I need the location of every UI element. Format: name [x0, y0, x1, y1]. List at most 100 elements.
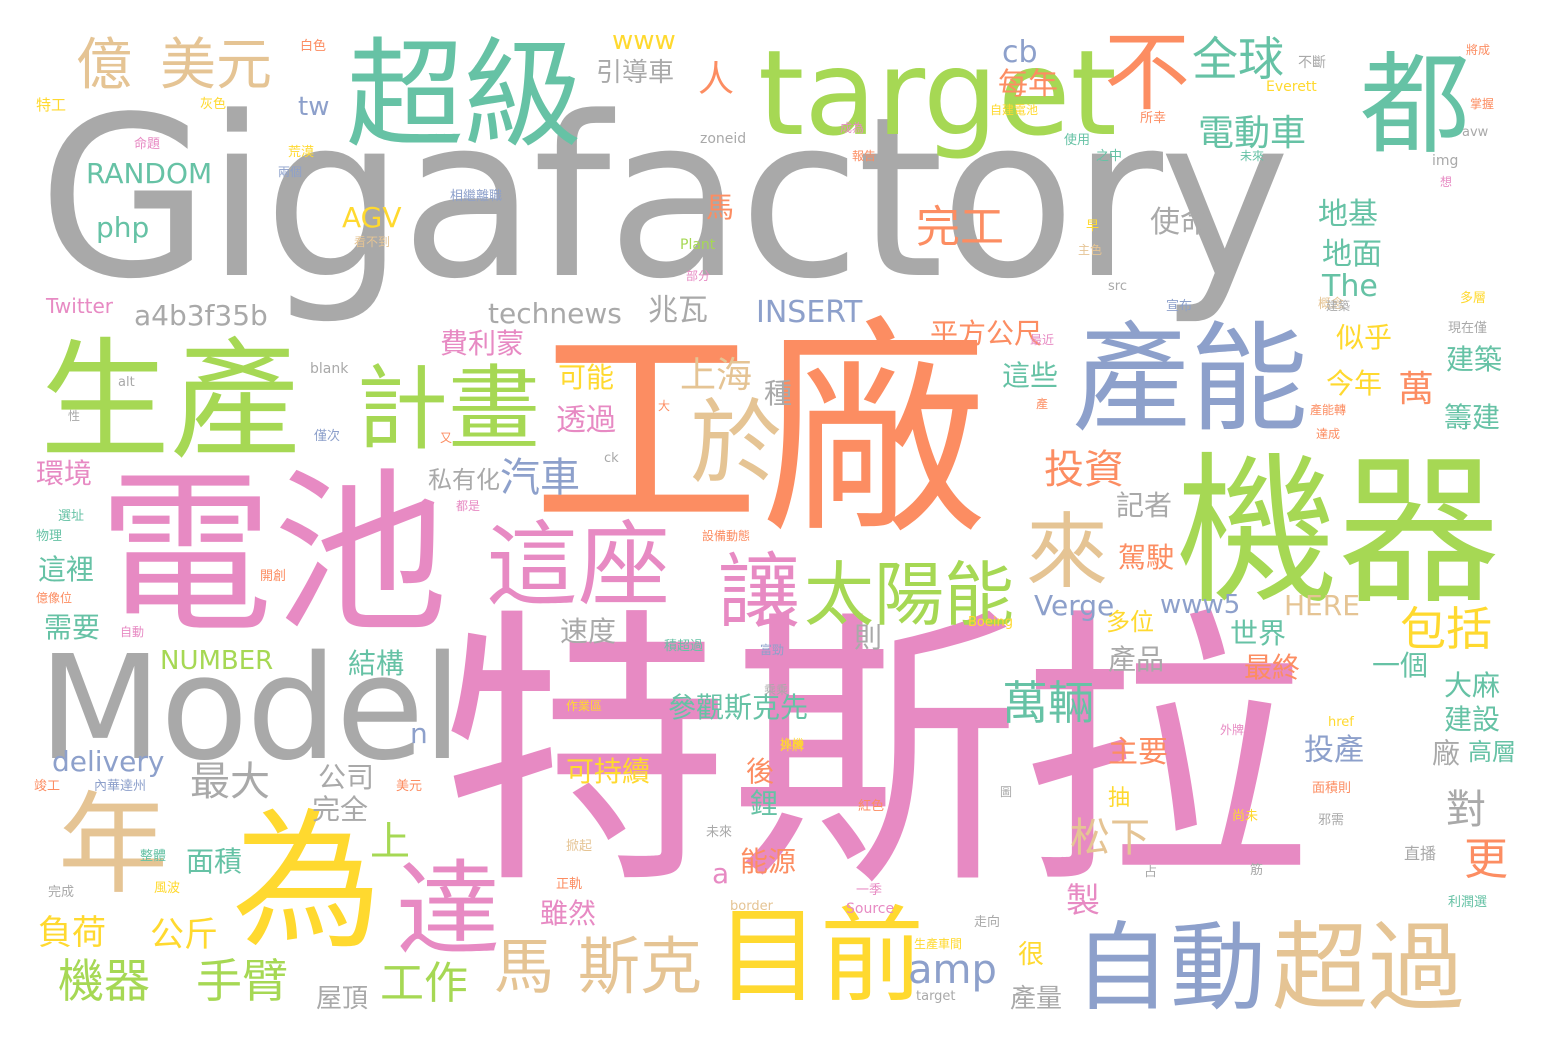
- word-meinian: 每年: [998, 67, 1058, 102]
- word-small-23: 現在僅: [1448, 321, 1488, 336]
- word-super: 超級: [346, 26, 583, 164]
- word-alt: alt: [118, 375, 135, 390]
- word-php: php: [96, 211, 150, 244]
- word-small-49: 面積則: [1312, 781, 1352, 796]
- word-www: www: [612, 26, 676, 56]
- word-small-25: 概念: [1318, 297, 1345, 312]
- word-xuyao: 需要: [44, 611, 101, 644]
- word-small-3: 特工: [36, 96, 67, 114]
- word-duowei: 多位: [1106, 608, 1154, 636]
- word-target: target: [758, 24, 1117, 162]
- word-small-33: 又: [440, 431, 453, 445]
- word-small-19: 成為: [840, 121, 865, 135]
- word-small-21: 想: [1440, 175, 1453, 189]
- word-jinnian: 今年: [1326, 367, 1383, 400]
- word-small-70: 建築: [1326, 299, 1351, 313]
- word-ev: 電動車: [1198, 113, 1307, 154]
- word-twitter: Twitter: [46, 294, 114, 318]
- word-small-60: 風波: [154, 881, 181, 896]
- word-zhuyao: 主要: [1108, 735, 1168, 770]
- word-small-46: 竣工: [34, 779, 61, 794]
- word-jizhe: 記者: [1116, 489, 1173, 522]
- word-tesla: 特斯拉: [440, 586, 1310, 923]
- word-random: RANDOM: [86, 157, 213, 190]
- word-small-28: 產能轉: [1310, 403, 1347, 417]
- word-production: 生產: [40, 325, 301, 477]
- word-small-8: 看不到: [354, 235, 391, 249]
- word-cb: cb: [1002, 35, 1038, 70]
- word-dimian: 地面: [1322, 237, 1382, 272]
- word-zuida: 最大: [190, 759, 270, 805]
- word-jiashi: 駕駛: [1118, 541, 1175, 574]
- word-let: 讓: [718, 545, 801, 640]
- word-come: 來: [1026, 505, 1109, 600]
- word-invest: 投資: [1044, 447, 1124, 493]
- word-tw: tw: [298, 92, 330, 122]
- word-small-69: 產: [1036, 397, 1049, 411]
- word-small-30: 大: [658, 399, 671, 413]
- word-model: Model: [38, 624, 462, 792]
- word-small-39: 開創: [260, 569, 287, 584]
- word-zuizhong: 最終: [1244, 651, 1301, 684]
- word-zhexie: 這些: [1002, 359, 1059, 392]
- word-gongjin: 公斤: [150, 915, 218, 955]
- word-small-47: 內華達州: [94, 779, 147, 794]
- word-for: 為: [232, 796, 383, 970]
- word-gongsi: 公司: [318, 761, 375, 794]
- word-target-small: target: [916, 989, 956, 1004]
- word-choujian: 籌建: [1444, 401, 1501, 434]
- word-small-57: 占: [1144, 865, 1158, 880]
- word-chang: 廠: [1432, 737, 1461, 770]
- word-small-26: 報告: [852, 149, 877, 163]
- word-dui: 對: [1446, 787, 1486, 833]
- word-usd: 美元: [160, 33, 272, 98]
- word-hou: 後: [746, 755, 775, 788]
- word-small-48: 美元: [396, 779, 423, 794]
- word-hen: 很: [1018, 940, 1045, 970]
- word-small-36: 都是: [456, 499, 481, 513]
- word-small-38: 設備動態: [702, 529, 751, 543]
- word-border: border: [730, 899, 773, 914]
- word-small-34: 選址: [58, 509, 85, 524]
- word-blank: blank: [310, 361, 349, 377]
- word-small-4: 命題: [134, 137, 161, 152]
- word-shanghai: 上海: [680, 355, 753, 396]
- word-small-55: 掀起: [566, 839, 593, 854]
- word-hash: a4b3f35b: [134, 299, 268, 332]
- word-avw: avw: [1462, 125, 1489, 140]
- word-at: 於: [690, 390, 783, 497]
- word-small-66: 圖: [1000, 785, 1013, 799]
- word-small-67: 乘乘: [764, 683, 789, 697]
- word-small-6: 兩個: [278, 165, 303, 179]
- word-plant: Plant: [680, 237, 716, 253]
- word-www5: www5: [1160, 590, 1241, 620]
- word-feilimeng: 費利蒙: [440, 327, 525, 360]
- word-siyouhua: 私有化: [428, 466, 500, 494]
- word-jiegou: 結構: [348, 647, 405, 680]
- word-kechixu: 可持續: [566, 755, 651, 788]
- word-the: The: [1322, 269, 1378, 304]
- word-small-20: 未來: [1240, 149, 1265, 163]
- word-delivery: delivery: [52, 745, 165, 778]
- word-currently: 目前: [716, 895, 925, 1017]
- word-insert: INSERT: [756, 295, 863, 330]
- word-this-seat: 這座: [486, 512, 671, 619]
- word-suiran: 雖然: [540, 897, 597, 930]
- word-car: 汽車: [500, 455, 580, 501]
- word-capacity: 產能: [1072, 310, 1309, 448]
- word-sihu: 似乎: [1336, 321, 1393, 354]
- word-small-12: 使用: [1064, 133, 1091, 148]
- word-small-68: 外牌: [780, 739, 805, 753]
- word-horse: 馬: [494, 933, 554, 1003]
- word-chanliang: 產量: [1010, 984, 1063, 1014]
- word-img: img: [1432, 153, 1459, 169]
- word-small-62: 一季: [856, 883, 883, 898]
- word-yige: 一個: [1372, 649, 1429, 682]
- word-small-53: 直播: [1404, 844, 1437, 863]
- word-all: 都: [1360, 41, 1470, 169]
- word-href: href: [1328, 715, 1354, 730]
- word-small-45: 外牌: [1220, 723, 1245, 737]
- word-shang: 上: [370, 819, 410, 865]
- word-small-5: 荒漠: [288, 145, 315, 160]
